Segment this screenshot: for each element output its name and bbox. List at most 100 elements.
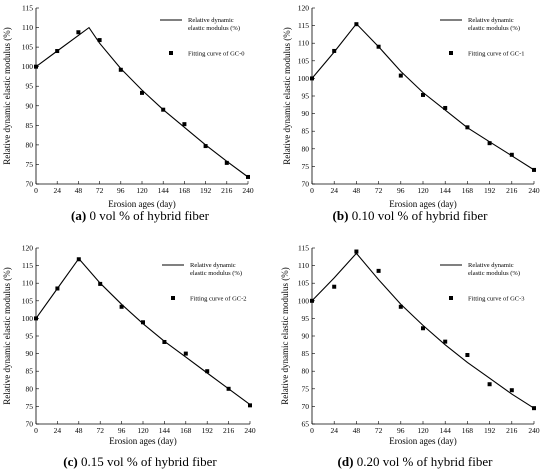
legend-line-label: elastic modulus (%) xyxy=(468,25,520,32)
x-tick-label: 96 xyxy=(118,426,126,435)
data-point-marker xyxy=(248,403,252,408)
data-point-marker xyxy=(140,90,144,95)
x-tick-label: 216 xyxy=(223,426,235,435)
legend-line-label: elastic modulus (%) xyxy=(468,270,520,277)
x-tick-label: 0 xyxy=(310,186,314,195)
data-point-marker xyxy=(376,268,381,273)
chart-panel-b: 0 24 48 72 96 120 144 168 192 216 240 70 75 80 85 90 95 1… xyxy=(282,4,540,224)
data-point-marker xyxy=(532,406,536,411)
data-point-marker xyxy=(332,48,337,53)
data-point-marker xyxy=(421,92,425,97)
panel-caption: (d) 0.20 vol % of hybrid fiber xyxy=(338,454,494,469)
x-tick-label: 120 xyxy=(136,186,148,195)
data-point-marker xyxy=(161,107,166,112)
x-tick-label: 168 xyxy=(180,426,192,435)
x-tick-label: 96 xyxy=(397,186,405,195)
x-tick-label: 168 xyxy=(462,426,474,435)
series-line xyxy=(311,252,535,409)
data-point-marker xyxy=(487,141,492,146)
panel-caption: (b) 0.10 vol % of hybrid fiber xyxy=(333,208,489,223)
y-tick-label: 75 xyxy=(26,402,34,411)
x-tick-label: 24 xyxy=(330,426,338,435)
x-tick-label: 72 xyxy=(375,426,383,435)
y-tick-label: 65 xyxy=(302,420,310,429)
y-tick-label: 85 xyxy=(302,127,310,136)
data-point-marker xyxy=(465,353,470,358)
x-tick-label: 168 xyxy=(462,186,474,195)
data-point-marker xyxy=(119,304,124,309)
data-point-marker xyxy=(398,73,403,78)
y-tick-label: 90 xyxy=(26,349,34,358)
data-point-marker xyxy=(465,125,470,130)
y-tick-label: 110 xyxy=(22,23,33,32)
panel-caption-text: 0.10 vol % of hybrid fiber xyxy=(348,208,488,223)
y-axis-title: Relative dynamic elastic modulus (%) xyxy=(282,27,292,164)
data-point-marker xyxy=(34,64,38,69)
x-tick-label: 192 xyxy=(484,426,496,435)
panel-label: (d) xyxy=(338,454,354,469)
data-point-marker xyxy=(162,339,167,344)
y-axis-title: Relative dynamic elastic modulus (%) xyxy=(280,267,290,404)
x-tick-label: 0 xyxy=(34,426,38,435)
x-tick-label: 120 xyxy=(417,186,429,195)
legend-marker-label: Fitting curve of GC-2 xyxy=(190,296,247,303)
y-tick-label: 80 xyxy=(26,384,34,393)
y-tick-label: 120 xyxy=(298,4,310,13)
legend-line-label: Relative dynamic xyxy=(190,262,236,269)
y-tick-label: 70 xyxy=(302,180,310,189)
legend-line-label: elastic modulus (%) xyxy=(188,25,240,32)
x-tick-label: 216 xyxy=(506,426,518,435)
y-tick-label: 100 xyxy=(22,314,34,323)
data-point-marker xyxy=(55,286,60,291)
data-point-marker xyxy=(376,44,381,49)
panel-label: (a) xyxy=(71,208,86,223)
data-point-marker xyxy=(76,30,81,35)
x-axis-title: Erosion ages (day) xyxy=(389,199,456,209)
x-tick-label: 216 xyxy=(506,186,518,195)
y-axis-title: Relative dynamic elastic modulus (%) xyxy=(2,27,12,164)
y-tick-label: 110 xyxy=(22,279,33,288)
panel-label: (c) xyxy=(63,454,77,469)
y-tick-label: 100 xyxy=(298,296,310,305)
y-tick-label: 95 xyxy=(26,82,34,91)
x-tick-label: 72 xyxy=(375,186,383,195)
data-point-marker xyxy=(487,382,492,387)
data-point-marker xyxy=(205,369,210,374)
x-tick-label: 120 xyxy=(137,426,149,435)
data-point-marker xyxy=(55,49,60,54)
x-tick-label: 216 xyxy=(221,186,233,195)
data-point-marker xyxy=(183,351,188,356)
x-axis-title: Erosion ages (day) xyxy=(389,436,456,446)
x-tick-label: 168 xyxy=(179,186,191,195)
x-tick-label: 240 xyxy=(528,186,540,195)
x-tick-label: 192 xyxy=(202,426,214,435)
data-point-marker xyxy=(509,388,514,393)
data-point-marker xyxy=(246,174,250,179)
legend-marker-swatch xyxy=(171,296,175,300)
y-tick-label: 95 xyxy=(302,92,310,101)
x-tick-label: 96 xyxy=(117,186,125,195)
y-tick-label: 80 xyxy=(302,144,310,153)
data-point-marker xyxy=(226,386,231,391)
data-point-marker xyxy=(203,144,208,149)
x-tick-label: 24 xyxy=(330,186,338,195)
x-tick-label: 192 xyxy=(200,186,212,195)
x-tick-label: 240 xyxy=(242,186,254,195)
x-tick-label: 144 xyxy=(440,426,452,435)
data-point-marker xyxy=(354,249,359,254)
x-tick-label: 120 xyxy=(417,426,429,435)
y-tick-label: 105 xyxy=(22,296,34,305)
legend-marker-swatch xyxy=(449,296,453,300)
y-tick-label: 115 xyxy=(298,21,309,30)
y-tick-label: 85 xyxy=(26,367,34,376)
data-point-marker xyxy=(532,167,536,172)
series-line xyxy=(35,26,249,178)
data-point-marker xyxy=(443,339,448,344)
data-point-marker xyxy=(421,326,425,331)
y-tick-label: 120 xyxy=(22,244,34,253)
legend-marker-label: Fitting curve of GC-1 xyxy=(468,51,525,58)
panel-caption-text: 0 vol % of hybrid fiber xyxy=(86,208,209,223)
legend-line-label: Relative dynamic xyxy=(468,17,514,24)
y-tick-label: 110 xyxy=(298,39,309,48)
y-tick-label: 95 xyxy=(26,332,34,341)
